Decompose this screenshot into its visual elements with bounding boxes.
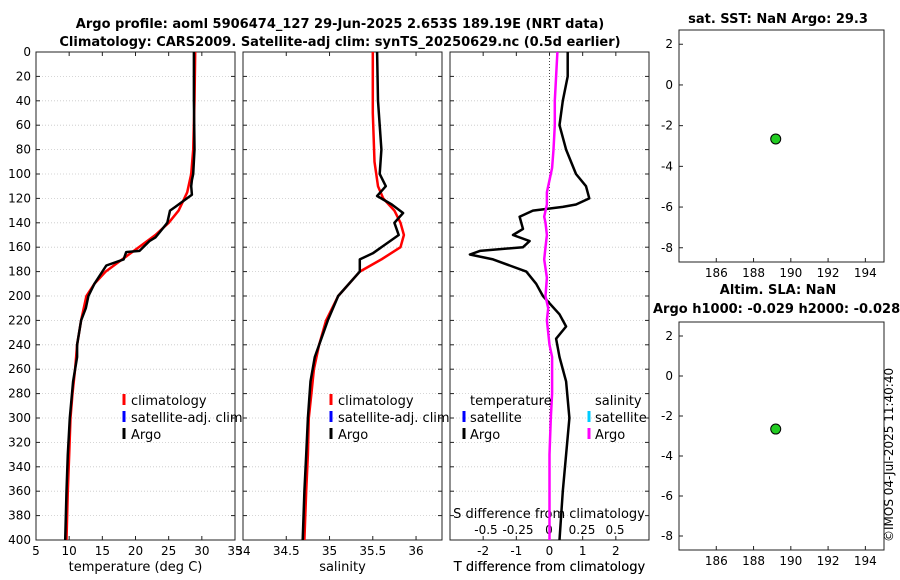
sla-map-title: Altim. SLA: NaN — [720, 283, 836, 298]
map-frame — [678, 29, 885, 263]
y-tick-label: 140 — [8, 216, 31, 230]
figure-title-line1: Argo profile: aoml 5906474_127 29-Jun-20… — [76, 17, 604, 32]
x-tick-label: 35.5 — [359, 544, 386, 558]
legend-label: satellite-adj. clim — [131, 411, 243, 426]
s-tick-label: -0.25 — [502, 523, 533, 537]
x-axis-label: temperature (deg C) — [69, 560, 203, 575]
x-tick-label: 194 — [854, 554, 877, 568]
y-tick-label: -8 — [661, 529, 673, 543]
x-tick-label: 30 — [194, 544, 209, 558]
x-axis-label: salinity — [319, 560, 366, 575]
y-tick-label: 0 — [23, 45, 31, 59]
legend-label: Argo — [338, 428, 368, 443]
s-tick-label: -0.5 — [474, 523, 497, 537]
y-tick-label: -4 — [661, 449, 673, 463]
s-diff-argo-line — [542, 51, 559, 540]
y-tick-label: -6 — [661, 489, 673, 503]
x-tick-label: 5 — [32, 544, 40, 558]
x-tick-label: 15 — [95, 544, 110, 558]
x-tick-label: 34 — [235, 544, 250, 558]
y-tick-label: 60 — [16, 118, 31, 132]
y-tick-label: 360 — [8, 484, 31, 498]
y-tick-label: 220 — [8, 313, 31, 327]
x-axis-label: T difference from climatology — [453, 560, 646, 575]
y-tick-label: 380 — [8, 509, 31, 523]
y-tick-label: 80 — [16, 143, 31, 157]
sst-map-title: sat. SST: NaN Argo: 29.3 — [688, 12, 868, 27]
argo-profile-line — [63, 52, 196, 541]
legend-label: satellite — [595, 411, 647, 426]
x-tick-label: 35 — [322, 544, 337, 558]
x-tick-label: 20 — [128, 544, 143, 558]
legend-label: satellite — [470, 411, 522, 426]
x-tick-label: 186 — [705, 554, 728, 568]
s-tick-label: 0.25 — [569, 523, 596, 537]
profile-location-point — [770, 133, 782, 145]
y-tick-label: -2 — [661, 119, 673, 133]
t-diff-argo-line — [468, 52, 591, 541]
legend-label: satellite-adj. clim — [338, 411, 450, 426]
x-tick-label: 194 — [854, 266, 877, 280]
legend-label: Argo — [595, 428, 625, 443]
legend-label: Argo — [131, 428, 161, 443]
x-tick-label: -2 — [477, 544, 489, 558]
y-tick-label: -6 — [661, 200, 673, 214]
sla-map-title2: Argo h1000: -0.029 h2000: -0.028 — [653, 302, 900, 317]
y-tick-label: 20 — [16, 69, 31, 83]
x-tick-label: 190 — [779, 266, 802, 280]
argo-profile-line — [301, 51, 405, 541]
x-tick-label: 1 — [579, 544, 587, 558]
y-tick-label: 40 — [16, 94, 31, 108]
y-tick-label: 320 — [8, 435, 31, 449]
y-tick-label: -4 — [661, 159, 673, 173]
legend-label: Argo — [470, 428, 500, 443]
x-tick-label: 25 — [161, 544, 176, 558]
x-tick-label: 188 — [742, 554, 765, 568]
x-tick-label: 188 — [742, 266, 765, 280]
x-tick-label: 36 — [408, 544, 423, 558]
profile-location-point — [770, 423, 782, 435]
y-tick-label: 400 — [8, 533, 31, 547]
y-tick-label: -2 — [661, 409, 673, 423]
x-tick-label: 0 — [546, 544, 554, 558]
imos-watermark: ©IMOS 04-Jul-2025 11:40:40 — [882, 368, 896, 542]
y-tick-label: -8 — [661, 241, 673, 255]
x-tick-label: -1 — [510, 544, 522, 558]
y-tick-label: 2 — [665, 37, 673, 51]
x-axis-label: T difference from climatology — [453, 560, 646, 575]
x-tick-label: 192 — [817, 266, 840, 280]
y-tick-label: 160 — [8, 240, 31, 254]
legend-label: climatology — [338, 394, 414, 409]
y-tick-label: 260 — [8, 362, 31, 376]
y-tick-label: 300 — [8, 411, 31, 425]
x-tick-label: 2 — [612, 544, 620, 558]
y-tick-label: 200 — [8, 289, 31, 303]
climatology-profile-line — [65, 51, 197, 541]
x-tick-label: 190 — [779, 554, 802, 568]
legend-label: climatology — [131, 394, 207, 409]
y-tick-label: 280 — [8, 387, 31, 401]
y-tick-label: 0 — [665, 78, 673, 92]
legend-header-temperature: temperature — [470, 394, 552, 409]
y-tick-label: 0 — [665, 369, 673, 383]
y-tick-label: 100 — [8, 167, 31, 181]
x-tick-label: 35 — [227, 544, 242, 558]
x-tick-label: 10 — [62, 544, 77, 558]
y-tick-label: 340 — [8, 460, 31, 474]
x-tick-label: 34.5 — [273, 544, 300, 558]
figure-title-line2: Climatology: CARS2009. Satellite-adj cli… — [59, 35, 620, 50]
y-tick-label: 180 — [8, 265, 31, 279]
legend-header-salinity: salinity — [595, 394, 642, 409]
map-frame — [678, 321, 885, 551]
s-tick-label: 0.5 — [605, 523, 624, 537]
x-tick-label: 192 — [817, 554, 840, 568]
y-tick-label: 2 — [665, 329, 673, 343]
y-tick-label: 120 — [8, 191, 31, 205]
x-tick-label: 186 — [705, 266, 728, 280]
y-tick-label: 240 — [8, 338, 31, 352]
